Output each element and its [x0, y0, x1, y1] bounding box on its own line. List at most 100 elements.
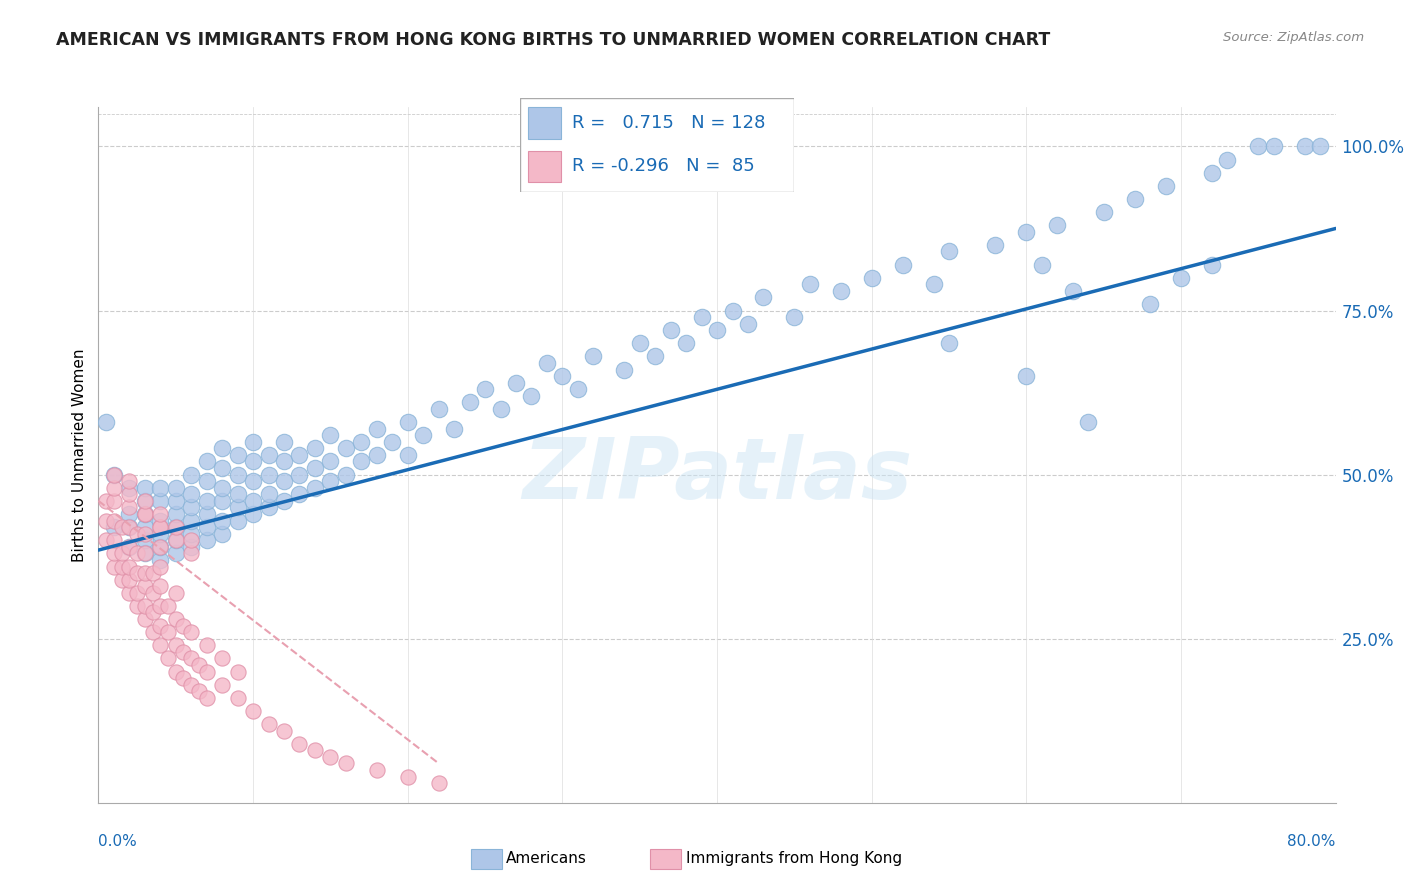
- Point: [103, 559, 125, 574]
- Point: [1309, 139, 1331, 153]
- Point: [938, 244, 960, 259]
- Point: [195, 690, 218, 705]
- Point: [165, 546, 187, 560]
- Point: [165, 520, 187, 534]
- Point: [111, 573, 134, 587]
- Point: [211, 481, 233, 495]
- Point: [149, 599, 172, 613]
- Point: [165, 494, 187, 508]
- FancyBboxPatch shape: [529, 151, 561, 183]
- Point: [180, 533, 202, 548]
- Point: [613, 362, 636, 376]
- Point: [226, 690, 249, 705]
- Point: [675, 336, 697, 351]
- Point: [412, 428, 434, 442]
- Point: [111, 559, 134, 574]
- Point: [134, 546, 156, 560]
- Point: [520, 389, 543, 403]
- Point: [180, 625, 202, 640]
- Point: [396, 770, 419, 784]
- Point: [304, 461, 326, 475]
- Point: [111, 546, 134, 560]
- Text: 80.0%: 80.0%: [1288, 834, 1336, 849]
- Point: [103, 514, 125, 528]
- Point: [242, 507, 264, 521]
- Point: [134, 612, 156, 626]
- Text: R =   0.715   N = 128: R = 0.715 N = 128: [572, 114, 766, 132]
- Point: [335, 467, 357, 482]
- Point: [180, 546, 202, 560]
- Point: [226, 487, 249, 501]
- Point: [891, 258, 914, 272]
- Point: [180, 467, 202, 482]
- Point: [149, 579, 172, 593]
- Point: [211, 526, 233, 541]
- Point: [118, 520, 141, 534]
- Point: [157, 651, 180, 665]
- Point: [335, 442, 357, 456]
- Point: [134, 579, 156, 593]
- Point: [103, 467, 125, 482]
- Point: [149, 540, 172, 554]
- Point: [165, 586, 187, 600]
- Point: [226, 448, 249, 462]
- Point: [188, 684, 211, 698]
- Point: [628, 336, 651, 351]
- Point: [211, 678, 233, 692]
- Point: [690, 310, 713, 324]
- Point: [134, 566, 156, 580]
- Point: [1201, 166, 1223, 180]
- Point: [118, 500, 141, 515]
- Point: [211, 494, 233, 508]
- Point: [111, 520, 134, 534]
- Point: [118, 487, 141, 501]
- Point: [149, 494, 172, 508]
- Point: [783, 310, 806, 324]
- Point: [922, 277, 945, 292]
- Point: [288, 737, 311, 751]
- Point: [226, 514, 249, 528]
- Point: [149, 540, 172, 554]
- Text: AMERICAN VS IMMIGRANTS FROM HONG KONG BIRTHS TO UNMARRIED WOMEN CORRELATION CHAR: AMERICAN VS IMMIGRANTS FROM HONG KONG BI…: [56, 31, 1050, 49]
- Point: [1015, 225, 1038, 239]
- Point: [103, 546, 125, 560]
- Point: [195, 638, 218, 652]
- Text: Immigrants from Hong Kong: Immigrants from Hong Kong: [686, 851, 903, 865]
- Y-axis label: Births to Unmarried Women: Births to Unmarried Women: [72, 348, 87, 562]
- Point: [195, 665, 218, 679]
- Point: [319, 454, 342, 468]
- Point: [165, 612, 187, 626]
- Point: [96, 415, 118, 429]
- Point: [165, 533, 187, 548]
- Point: [127, 526, 149, 541]
- Point: [118, 540, 141, 554]
- Point: [134, 481, 156, 495]
- Point: [127, 599, 149, 613]
- Point: [149, 559, 172, 574]
- Text: Americans: Americans: [506, 851, 588, 865]
- Point: [180, 651, 202, 665]
- Point: [335, 756, 357, 771]
- Point: [134, 507, 156, 521]
- Point: [165, 481, 187, 495]
- Point: [273, 494, 295, 508]
- Point: [118, 481, 141, 495]
- Point: [1062, 284, 1084, 298]
- Point: [103, 494, 125, 508]
- Point: [242, 454, 264, 468]
- Point: [1092, 205, 1115, 219]
- Point: [1154, 178, 1177, 193]
- Point: [118, 573, 141, 587]
- Point: [127, 566, 149, 580]
- Point: [149, 526, 172, 541]
- Point: [582, 350, 605, 364]
- Point: [211, 651, 233, 665]
- Point: [752, 290, 775, 304]
- Text: Source: ZipAtlas.com: Source: ZipAtlas.com: [1223, 31, 1364, 45]
- Point: [134, 520, 156, 534]
- Point: [938, 336, 960, 351]
- Point: [288, 487, 311, 501]
- Point: [149, 481, 172, 495]
- Point: [304, 481, 326, 495]
- Point: [118, 507, 141, 521]
